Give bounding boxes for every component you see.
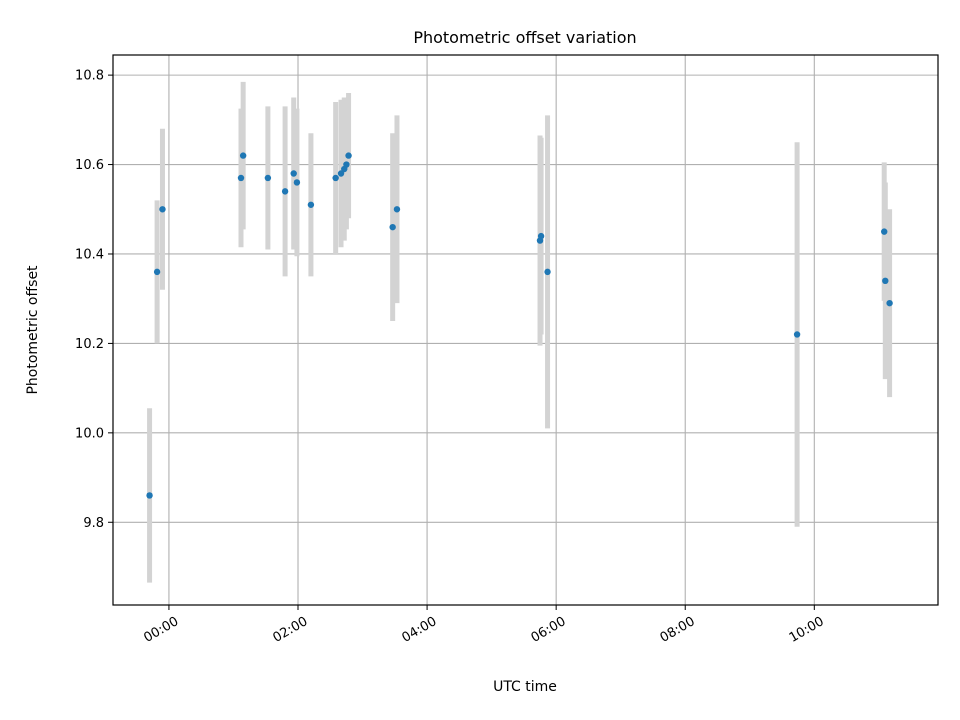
plot-frame: [112, 54, 939, 606]
data-point: [544, 268, 551, 276]
data-point: [393, 206, 401, 213]
data-point: [264, 174, 272, 182]
data-point: [793, 331, 801, 338]
grid: [113, 55, 938, 605]
y-tick-label: 10.0: [75, 426, 104, 441]
data-point: [886, 299, 893, 307]
data-point: [290, 170, 297, 177]
data-points: [146, 152, 893, 499]
data-point: [332, 174, 339, 182]
data-point: [293, 179, 301, 186]
data-point: [537, 232, 545, 240]
y-tick-label: 10.6: [75, 158, 104, 173]
data-point: [389, 223, 396, 231]
y-tick-label: 10.4: [75, 247, 104, 262]
data-point: [345, 152, 352, 159]
x-axis-label: UTC time: [493, 679, 557, 695]
data-point: [153, 268, 161, 276]
data-point: [882, 277, 889, 285]
y-tick-label: 9.8: [83, 516, 104, 531]
data-point: [146, 492, 153, 499]
data-point: [881, 228, 888, 235]
data-point: [237, 174, 245, 182]
data-point: [281, 188, 289, 195]
data-point: [337, 170, 345, 177]
data-point: [343, 161, 350, 168]
data-point: [239, 152, 247, 159]
y-axis-ticks: 9.8 10.0 10.2 10.4 10.6 10.8: [75, 69, 113, 531]
y-tick-label: 10.8: [75, 69, 104, 84]
data-point: [307, 201, 315, 208]
y-tick-label: 10.2: [75, 337, 104, 352]
data-point: [159, 206, 166, 213]
chart-title: Photometric offset variation: [413, 28, 636, 47]
y-axis-label: Photometric offset: [25, 265, 41, 395]
